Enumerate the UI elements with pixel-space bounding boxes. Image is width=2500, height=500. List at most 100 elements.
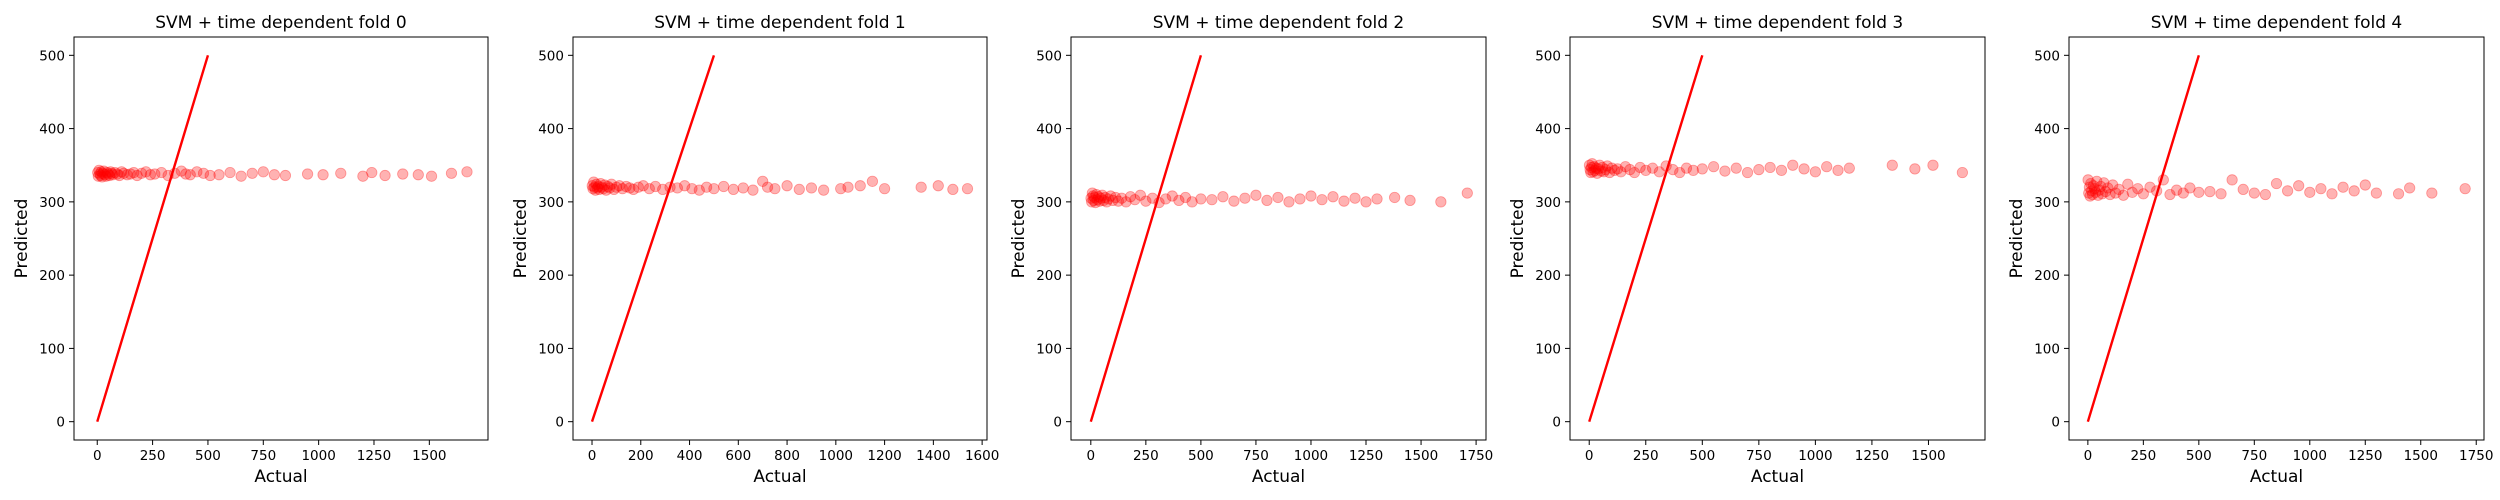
scatter-point (637, 180, 649, 192)
scatter-point (605, 178, 618, 190)
scatter-point (2117, 189, 2129, 201)
y-tick-label: 0 (555, 415, 564, 431)
scatter-point (596, 181, 608, 193)
scatter-point (1798, 163, 1810, 175)
scatter-point (2137, 188, 2149, 200)
scatter-point (175, 165, 187, 177)
scatter-point (586, 180, 598, 192)
scatter-point (1886, 159, 1898, 171)
scatter-point (2177, 187, 2189, 199)
scatter-point (2084, 190, 2096, 202)
x-tick-label: 750 (250, 448, 276, 464)
scatter-point (1094, 195, 1106, 207)
scatter-point (2359, 179, 2371, 191)
x-tick-label: 1000 (1294, 448, 1328, 464)
scatter-point (149, 168, 161, 180)
scatter-point (2282, 185, 2294, 197)
scatter-point (2083, 181, 2096, 193)
scatter-point (1371, 193, 1383, 205)
scatter-point (1611, 163, 1624, 175)
scatter-point (1228, 195, 1240, 207)
scatter-point (1909, 163, 1921, 175)
scatter-point (590, 178, 603, 190)
scatter-point (109, 166, 121, 179)
scatter-point (701, 181, 713, 193)
scatter-point (2237, 183, 2249, 196)
scatter-point (1591, 167, 1603, 179)
scatter-point (99, 169, 111, 181)
scatter-point (866, 175, 879, 187)
axes-frame (1569, 36, 1986, 441)
scatter-point (2184, 182, 2196, 194)
scatter-point (1585, 161, 1598, 174)
scatter-point (445, 167, 458, 179)
scatter-point (113, 169, 125, 182)
x-tick-label: 250 (140, 448, 166, 464)
scatter-point (1615, 166, 1627, 178)
scatter-point (1160, 193, 1172, 205)
scatter-point (93, 164, 105, 176)
scatter-point (301, 168, 314, 180)
scatter-point (1283, 196, 1295, 208)
scatter-point (1360, 196, 1372, 208)
scatter-point (915, 181, 927, 193)
scatter-point (835, 183, 847, 195)
scatter-point (1775, 164, 1788, 176)
scatter-point (727, 183, 740, 196)
scatter-point (2326, 188, 2338, 200)
scatter-point (1389, 191, 1401, 204)
scatter-point (2144, 181, 2156, 193)
scatter-point (1124, 191, 1137, 203)
scatter-point (1719, 165, 1731, 177)
scatter-point (613, 180, 625, 192)
scatter-point (121, 169, 133, 181)
scatter-point (594, 177, 607, 190)
x-tick-label: 1250 (1855, 448, 1889, 464)
scatter-point (1085, 192, 1097, 204)
scatter-point (588, 181, 601, 193)
scatter-point (1089, 197, 1102, 209)
x-tick-label: 800 (774, 448, 800, 464)
panel-fold-4: 0 250 500 750 1000 1250 1500 1750 0 100 200 300 400 5… (2007, 13, 2493, 487)
scatter-point (2091, 175, 2103, 187)
scatter-point (107, 169, 119, 181)
scatter-point (1140, 195, 1152, 207)
x-tick-label: 1500 (1911, 448, 1945, 464)
scatter-point (335, 167, 347, 179)
scatter-point (1696, 163, 1708, 175)
scatter-point (2370, 187, 2382, 199)
scatter-point (1589, 164, 1601, 176)
scatter-point (1586, 158, 1598, 170)
scatter-point (932, 180, 944, 192)
panel-fold-3: 0 250 500 750 1000 1250 1500 0 100 200 300 400 500 SV… (1508, 13, 1986, 487)
x-tick-label: 600 (725, 448, 751, 464)
scatter-point (1708, 161, 1720, 173)
reference-line (2086, 54, 2200, 423)
y-tick-label: 300 (39, 195, 65, 211)
x-tick-label: 500 (1689, 448, 1715, 464)
scatter-point (184, 169, 196, 181)
x-tick-label: 500 (2186, 448, 2212, 464)
x-tick-label: 1500 (412, 448, 446, 464)
x-tick-label: 1250 (357, 448, 391, 464)
scatter-point (1090, 188, 1102, 201)
y-tick-label: 100 (2034, 341, 2060, 357)
scatter-point (2092, 189, 2104, 201)
scatter-point (1927, 159, 1939, 171)
scatter-point (1594, 159, 1606, 171)
x-tick-label: 1750 (2459, 448, 2493, 464)
scatter-points (1085, 187, 1473, 209)
scatter-point (1634, 161, 1646, 174)
scatter-point (412, 169, 424, 181)
scatter-point (1584, 164, 1596, 176)
scatter-point (1595, 165, 1607, 177)
scatter-point (2088, 183, 2101, 195)
x-tick-label: 0 (1585, 448, 1594, 464)
scatter-point (2337, 181, 2349, 193)
y-tick-label: 500 (538, 48, 564, 64)
scatter-point (620, 180, 632, 193)
scatter-point (1598, 166, 1610, 178)
panel-fold-2: 0 250 500 750 1000 1250 1500 1750 0 100 200 300 400 5… (1009, 13, 1493, 487)
scatter-point (124, 168, 137, 180)
scatter-point (2096, 188, 2108, 200)
